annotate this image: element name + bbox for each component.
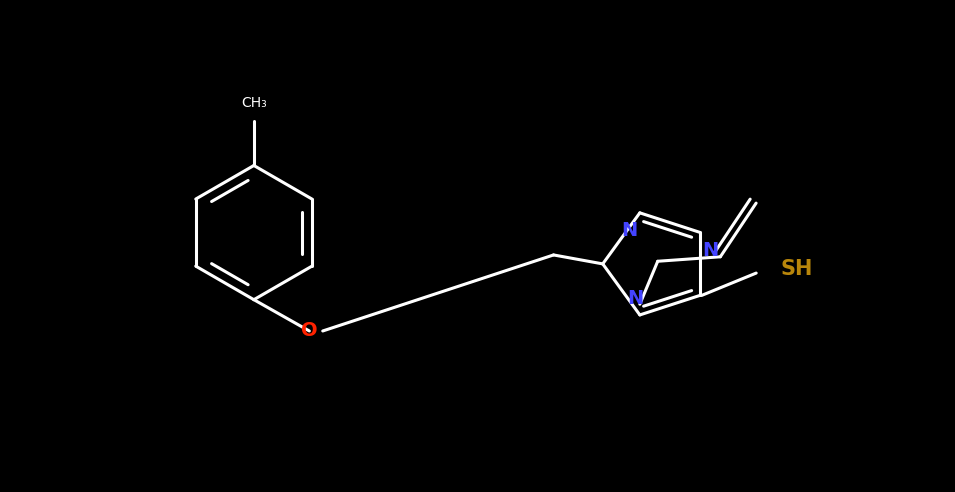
Text: N: N: [703, 241, 719, 260]
Text: O: O: [301, 321, 318, 340]
Text: N: N: [621, 221, 637, 240]
Text: N: N: [627, 289, 644, 308]
Text: SH: SH: [780, 259, 813, 278]
Text: CH₃: CH₃: [241, 96, 266, 110]
